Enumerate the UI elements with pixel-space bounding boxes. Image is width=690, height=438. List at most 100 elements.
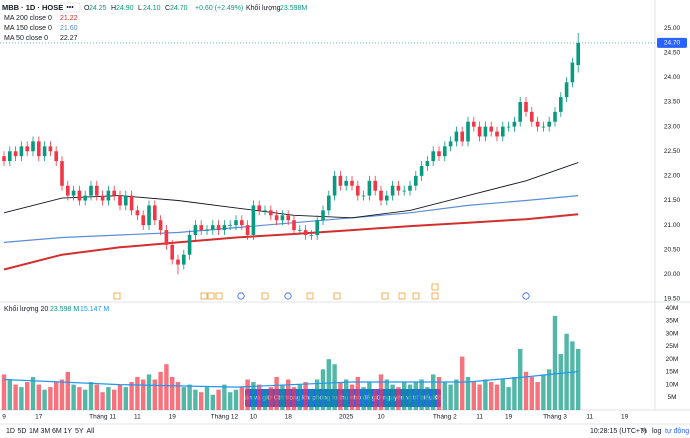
candle-body xyxy=(472,121,476,127)
event-marker[interactable] xyxy=(412,292,420,300)
y-tick-label: 24.00 xyxy=(664,74,681,81)
event-marker[interactable] xyxy=(113,292,121,300)
candle-body xyxy=(477,126,482,137)
range-button[interactable]: 6M xyxy=(52,428,62,435)
x-tick-label: 19 xyxy=(505,414,513,421)
candle-body xyxy=(541,126,546,128)
candle-body xyxy=(292,220,296,231)
ohlc-key: L xyxy=(138,5,142,12)
volume-bar xyxy=(419,379,424,410)
candle-body xyxy=(187,234,192,255)
volume-bar xyxy=(193,389,198,410)
y-tick-label: 22.50 xyxy=(664,148,681,155)
volume-bar xyxy=(48,387,53,410)
event-marker[interactable] xyxy=(215,292,223,300)
candle-body xyxy=(263,210,267,212)
volume-bar xyxy=(494,384,500,410)
volume-bar xyxy=(570,341,575,410)
volume-bar xyxy=(361,387,366,410)
range-button[interactable]: 3M xyxy=(41,428,51,435)
event-marker[interactable] xyxy=(522,292,530,300)
event-marker[interactable] xyxy=(431,283,439,291)
volume-bar xyxy=(25,382,30,410)
volume-bar xyxy=(558,354,563,410)
event-marker[interactable] xyxy=(207,292,215,300)
event-marker[interactable] xyxy=(306,292,314,300)
y-tick-label: 21.50 xyxy=(664,197,681,204)
symbol: MBB · 1D · HOSE xyxy=(2,3,63,12)
candle-body xyxy=(460,131,464,142)
candle-body xyxy=(54,151,58,162)
ohlc-key: C xyxy=(165,5,170,12)
ohlc-key: O xyxy=(84,5,90,12)
candle-body xyxy=(298,230,302,231)
volume-bar xyxy=(204,387,210,410)
ma-legend-name: MA 200 close 0 xyxy=(4,15,52,22)
candle-body xyxy=(431,151,435,162)
x-tick-label: 9 xyxy=(2,414,6,421)
volume-bar xyxy=(547,369,552,410)
candle-body xyxy=(553,111,557,122)
x-tick-label: 18 xyxy=(285,414,293,421)
candle-body xyxy=(135,210,140,216)
volume-bar xyxy=(431,374,436,410)
volume-bar xyxy=(251,382,256,410)
volume-bar xyxy=(373,389,378,410)
volume-bar xyxy=(268,387,273,410)
candle-body xyxy=(315,220,319,235)
candle-body xyxy=(454,131,459,142)
range-button[interactable]: 1Y xyxy=(64,428,73,435)
volume-bar xyxy=(349,384,355,410)
volume-bar xyxy=(448,384,453,410)
volume-tick-label: 15M xyxy=(666,369,679,376)
candle-body xyxy=(199,225,203,231)
candle-body xyxy=(303,230,308,235)
volume-bar xyxy=(135,376,140,410)
auto-toggle[interactable]: tự động xyxy=(665,428,689,435)
percent-toggle[interactable]: % xyxy=(641,428,647,435)
candle-body xyxy=(42,146,47,157)
more-button[interactable] xyxy=(59,2,81,13)
volume-bar xyxy=(83,389,88,410)
candle-body xyxy=(60,161,64,186)
candle-body xyxy=(89,185,93,196)
range-button[interactable]: 5Y xyxy=(75,428,84,435)
event-marker[interactable] xyxy=(261,292,269,300)
candle-body xyxy=(19,146,24,157)
range-button[interactable]: 1D xyxy=(6,428,15,435)
volume-bar xyxy=(280,384,285,410)
volume-bar xyxy=(465,376,471,410)
candle-body xyxy=(13,151,18,157)
candle-body xyxy=(176,259,180,265)
volume-bar xyxy=(170,376,175,410)
candle-body xyxy=(408,185,412,191)
event-marker[interactable] xyxy=(398,292,406,300)
event-marker[interactable] xyxy=(333,292,341,300)
volume-tick-label: 5M xyxy=(667,394,676,401)
volume-bar xyxy=(65,371,70,410)
x-tick-label: 11 xyxy=(476,414,483,421)
volume-bar xyxy=(378,374,384,410)
last-price-label: 24.70 xyxy=(664,40,681,47)
volume-bar xyxy=(7,379,12,410)
event-marker[interactable] xyxy=(237,292,245,300)
range-button[interactable]: All xyxy=(87,428,95,435)
candle-body xyxy=(547,121,551,127)
candle-body xyxy=(222,225,227,231)
log-toggle[interactable]: log xyxy=(652,428,661,435)
event-marker[interactable] xyxy=(200,292,208,300)
candle-body xyxy=(95,185,99,196)
range-button[interactable]: 5D xyxy=(18,428,27,435)
y-tick-label: 20.50 xyxy=(664,246,681,253)
candle-body xyxy=(153,205,157,221)
volume-bar xyxy=(106,387,111,410)
volume-bar xyxy=(187,384,192,410)
event-marker[interactable] xyxy=(431,292,439,300)
candle-body xyxy=(501,126,505,137)
volume-bar xyxy=(291,387,297,410)
volume-bar xyxy=(315,379,320,410)
volume-bar xyxy=(552,315,558,410)
range-button[interactable]: 1M xyxy=(29,428,39,435)
event-marker[interactable] xyxy=(381,292,389,300)
event-marker[interactable] xyxy=(284,292,292,300)
